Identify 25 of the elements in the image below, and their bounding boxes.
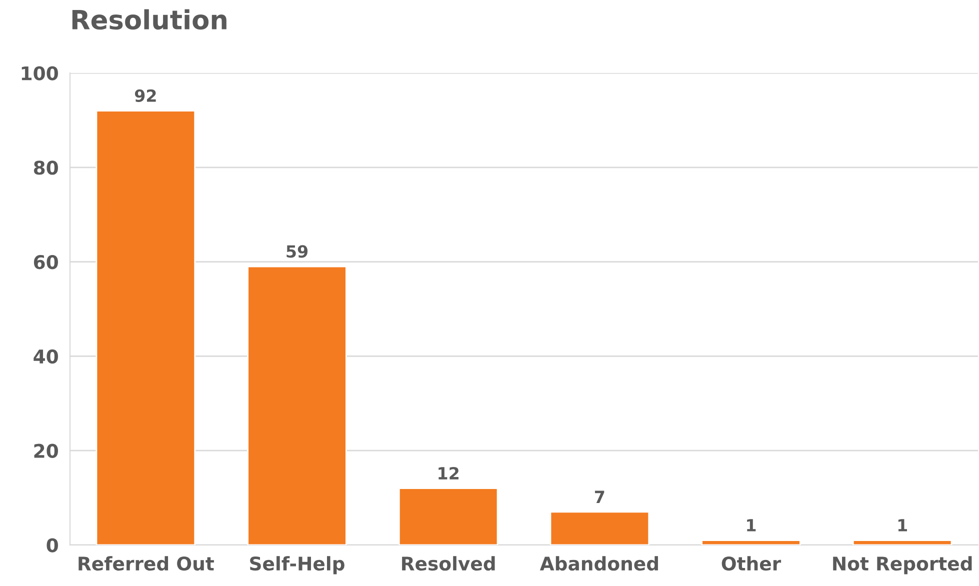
y-tick-label: 0: [46, 538, 58, 552]
data-label: 59: [286, 245, 308, 258]
data-label: 12: [438, 466, 458, 480]
y-tick-label: 100: [22, 66, 58, 80]
y-tick-label: 40: [34, 349, 58, 364]
x-tick-label: Other: [722, 556, 782, 571]
bar: [398, 488, 498, 545]
y-tick-label: 80: [34, 160, 58, 175]
data-label: 92: [134, 89, 156, 102]
y-tick-label: 20: [34, 444, 58, 458]
x-tick-label: Abandoned: [540, 556, 658, 571]
x-tick-label: Not Reported: [833, 556, 972, 574]
data-label: 1: [747, 519, 756, 532]
y-tick-label: 60: [34, 255, 58, 270]
data-label: 7: [594, 490, 604, 503]
x-tick-label: Self-Help: [250, 556, 344, 574]
bar: [550, 511, 650, 545]
data-label: 1: [898, 519, 907, 532]
x-tick-label: Referred Out: [78, 556, 214, 571]
bar: [247, 266, 347, 545]
x-tick-label: Resolved: [402, 556, 495, 571]
bar: [701, 540, 801, 545]
chart-title: Resolution: [72, 9, 226, 30]
bar: [852, 540, 952, 545]
bar: [96, 110, 196, 545]
